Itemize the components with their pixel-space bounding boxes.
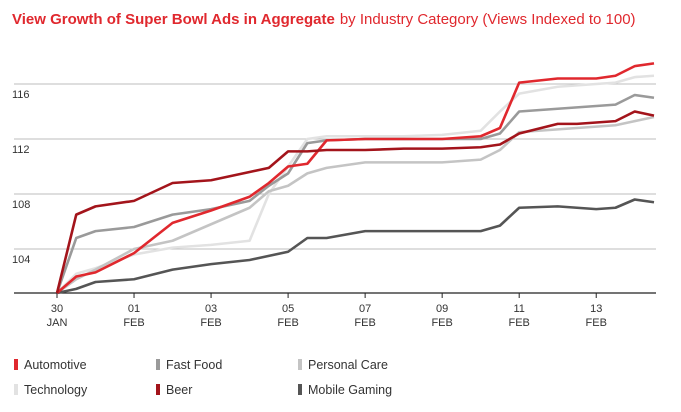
x-tick-label: FEB [586, 317, 607, 329]
x-tick-label: FEB [354, 317, 375, 329]
y-tick-label: 116 [12, 89, 30, 101]
chart-title: View Growth of Super Bowl Ads in Aggrega… [12, 11, 335, 28]
chart-heading: View Growth of Super Bowl Ads in Aggrega… [12, 11, 636, 28]
x-tick-label: FEB [431, 317, 452, 329]
legend-label: Personal Care [308, 358, 388, 372]
x-tick-label: FEB [508, 317, 529, 329]
legend-label: Beer [166, 383, 192, 397]
series-line [56, 115, 655, 295]
y-tick-label: 104 [12, 254, 30, 266]
x-tick-label: 13 [590, 303, 602, 315]
series-line [56, 74, 655, 294]
legend-swatch [156, 359, 160, 370]
x-tick-label: 09 [436, 303, 448, 315]
series-line [55, 110, 655, 294]
x-tick-label: 05 [282, 303, 294, 315]
legend-label: Technology [24, 383, 88, 397]
chart-subtitle: by Industry Category (Views Indexed to 1… [340, 11, 636, 28]
x-tick-label: FEB [123, 317, 144, 329]
x-tick-label: 03 [205, 303, 217, 315]
x-tick-label: FEB [277, 317, 298, 329]
x-tick-label: JAN [47, 317, 68, 329]
legend-swatch [14, 359, 18, 370]
legend-label: Automotive [24, 358, 87, 372]
y-tick-label: 108 [12, 199, 30, 211]
legend-swatch [14, 384, 18, 395]
legend-swatch [298, 384, 302, 395]
x-tick-label: 07 [359, 303, 371, 315]
y-tick-label: 112 [12, 144, 30, 156]
x-tick-label: 11 [513, 303, 524, 315]
series-line [56, 62, 655, 294]
x-tick-label: 30 [51, 303, 63, 315]
legend-swatch [298, 359, 302, 370]
legend-label: Fast Food [166, 358, 222, 372]
x-tick-label: 01 [128, 303, 140, 315]
legend-swatch [156, 384, 160, 395]
series-line [56, 198, 655, 295]
x-tick-label: FEB [200, 317, 221, 329]
legend-label: Mobile Gaming [308, 383, 392, 397]
